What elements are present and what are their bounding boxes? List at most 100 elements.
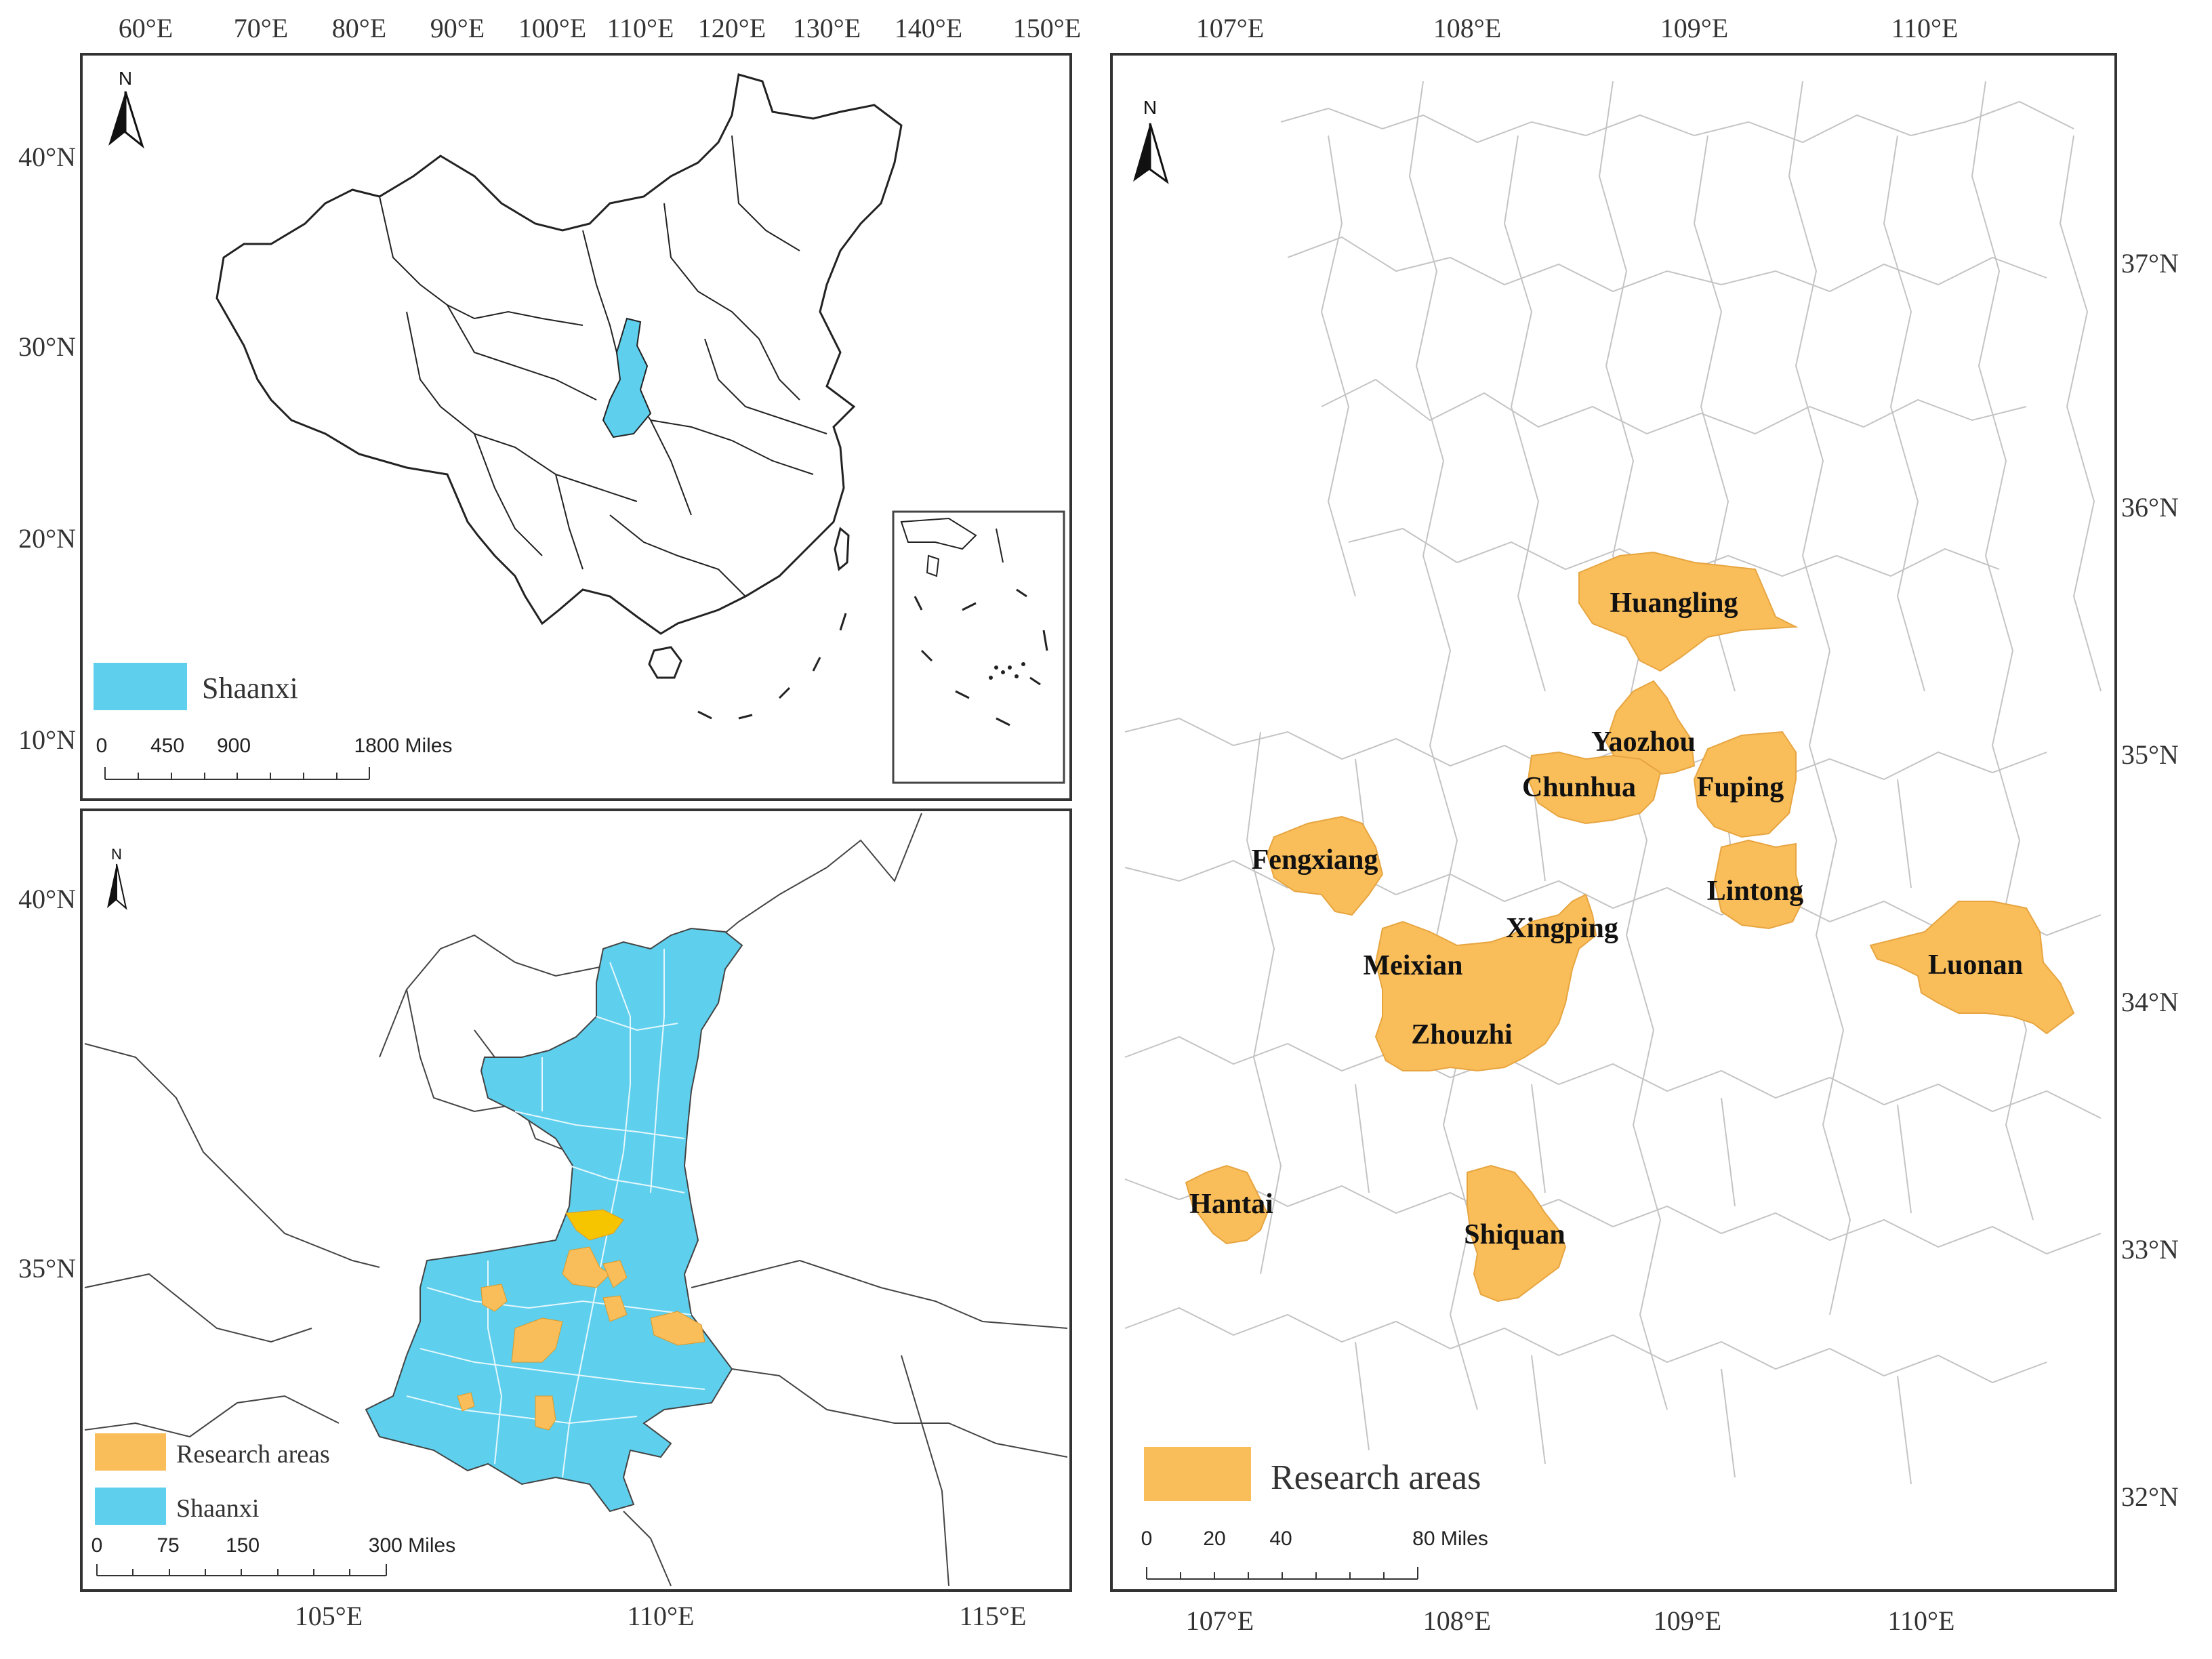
label-hantai: Hantai <box>1189 1189 1273 1220</box>
detail-place-labels: Huangling Yaozhou Chunhua Fuping Fengxia… <box>1189 588 2023 1250</box>
label-meixian: Meixian <box>1364 950 1463 981</box>
research-area-huangling <box>1578 551 1799 672</box>
lat-tick: 35°N <box>2121 739 2179 770</box>
lat-tick: 36°N <box>2121 492 2179 523</box>
svg-text:40: 40 <box>1269 1528 1292 1550</box>
svg-text:300 Miles: 300 Miles <box>369 1534 455 1557</box>
lon-tick: 107°E <box>1196 13 1264 43</box>
svg-text:450: 450 <box>150 735 184 757</box>
research-area-chunhua <box>1527 751 1662 825</box>
svg-text:150: 150 <box>226 1534 260 1557</box>
lon-tick: 108°E <box>1423 1605 1491 1636</box>
lat-tick: 10°N <box>18 724 76 755</box>
research-area-fuping <box>1693 731 1797 838</box>
research-area-hantai-small <box>457 1392 475 1412</box>
lat-tick: 37°N <box>2121 248 2179 279</box>
lon-tick: 90°E <box>430 13 485 43</box>
shaanxi-legend: Research areas Shaanxi <box>95 1433 330 1525</box>
lat-tick: 40°N <box>18 142 76 172</box>
lat-tick: 40°N <box>18 884 76 914</box>
china-overview-panel: 60°E 70°E 80°E 90°E 100°E 110°E 120°E 13… <box>18 13 1081 801</box>
label-fengxiang: Fengxiang <box>1252 844 1378 876</box>
hainan-island <box>648 646 682 679</box>
lon-tick: 110°E <box>1891 13 1959 43</box>
lat-tick: 20°N <box>18 523 76 554</box>
research-area-fengxiang-small <box>480 1284 508 1312</box>
label-chunhua: Chunhua <box>1522 772 1636 803</box>
svg-text:N: N <box>111 846 122 863</box>
south-sea-dashes <box>697 613 847 720</box>
label-lintong: Lintong <box>1707 876 1803 907</box>
legend-swatch-shaanxi <box>95 1488 166 1525</box>
label-yaozhou: Yaozhou <box>1591 726 1696 758</box>
lon-tick: 100°E <box>518 13 586 43</box>
lat-tick: 32°N <box>2121 1481 2179 1512</box>
lat-tick: 35°N <box>18 1253 76 1284</box>
research-area-zhouzhi-small <box>511 1317 563 1363</box>
shaanxi-overview-panel: 40°N 35°N 105°E 110°E 115°E <box>18 808 1072 1631</box>
shaanxi-lon-ticks: 105°E 110°E 115°E <box>295 1601 1027 1631</box>
china-province-lines <box>379 135 827 597</box>
lon-tick: 120°E <box>698 13 766 43</box>
legend-swatch-shaanxi <box>94 663 187 710</box>
lat-tick: 33°N <box>2121 1234 2179 1265</box>
detail-research-areas <box>1185 551 2075 1303</box>
svg-text:80 Miles: 80 Miles <box>1412 1528 1488 1550</box>
china-scale-bar: 0 450 900 1800 Miles <box>96 735 453 780</box>
svg-text:900: 900 <box>217 735 251 757</box>
research-area-hantai <box>1185 1164 1269 1245</box>
svg-text:N: N <box>119 68 132 89</box>
detail-panel: 107°E 108°E 109°E 110°E 107°E 108°E 109°… <box>1110 13 2179 1636</box>
north-arrow-icon: N <box>108 68 144 149</box>
lon-tick: 70°E <box>234 13 288 43</box>
lon-tick: 60°E <box>119 13 173 43</box>
detail-panel-frame <box>1110 53 2117 1592</box>
china-outline <box>216 73 903 635</box>
label-luonan: Luonan <box>1928 949 2023 981</box>
north-arrow-icon: N <box>107 846 127 910</box>
svg-text:1800 Miles: 1800 Miles <box>354 735 452 757</box>
lon-tick: 110°E <box>1888 1605 1955 1636</box>
legend-swatch-research <box>1144 1447 1251 1501</box>
research-area-luonan <box>1869 901 2075 1035</box>
detail-lon-ticks-top: 107°E 108°E 109°E 110°E <box>1196 13 1959 43</box>
lon-tick: 105°E <box>295 1601 363 1631</box>
legend-label-research: Research areas <box>176 1440 330 1469</box>
research-area-fuping-small <box>602 1260 628 1288</box>
research-area-shiquan <box>1467 1164 1567 1303</box>
label-xingping: Xingping <box>1506 913 1618 944</box>
legend-label-shaanxi: Shaanxi <box>176 1494 259 1523</box>
shaanxi-research-areas <box>457 1209 705 1431</box>
lon-tick: 110°E <box>628 1601 695 1631</box>
research-area-fengxiang <box>1266 815 1384 916</box>
detail-lon-ticks-bottom: 107°E 108°E 109°E 110°E <box>1186 1605 1955 1636</box>
legend-label-shaanxi: Shaanxi <box>202 672 298 705</box>
lon-tick: 80°E <box>332 13 386 43</box>
lon-tick: 107°E <box>1186 1605 1254 1636</box>
research-area-xingping-meixian-zhouzhi <box>1374 893 1597 1072</box>
shaanxi-lat-ticks: 40°N 35°N <box>18 884 76 1284</box>
china-lon-ticks: 60°E 70°E 80°E 90°E 100°E 110°E 120°E 13… <box>119 13 1081 43</box>
label-huangling: Huangling <box>1610 588 1738 619</box>
svg-text:N: N <box>1143 97 1157 118</box>
north-arrow-icon: N <box>1133 97 1169 184</box>
detail-lat-ticks: 37°N 36°N 35°N 34°N 33°N 32°N <box>2121 248 2179 1512</box>
legend-swatch-research <box>95 1433 166 1471</box>
svg-text:20: 20 <box>1203 1528 1225 1550</box>
label-shiquan: Shiquan <box>1464 1219 1565 1250</box>
detail-scale-bar: 0 20 40 80 Miles <box>1141 1528 1488 1580</box>
research-area-lintong <box>1713 839 1804 930</box>
lon-tick: 108°E <box>1433 13 1501 43</box>
lon-tick: 115°E <box>960 1601 1027 1631</box>
china-shaanxi-region <box>602 317 652 438</box>
svg-text:0: 0 <box>96 735 108 757</box>
research-area-luonan-small <box>650 1311 705 1346</box>
research-area-yaozhou-small <box>562 1246 611 1288</box>
china-lat-ticks: 40°N 30°N 20°N 10°N <box>18 142 76 755</box>
south-china-sea-inset <box>892 510 1065 784</box>
lat-tick: 30°N <box>18 331 76 362</box>
svg-text:75: 75 <box>157 1534 179 1557</box>
shaanxi-scale-bar: 0 75 150 300 Miles <box>91 1534 455 1576</box>
lon-tick: 130°E <box>793 13 861 43</box>
